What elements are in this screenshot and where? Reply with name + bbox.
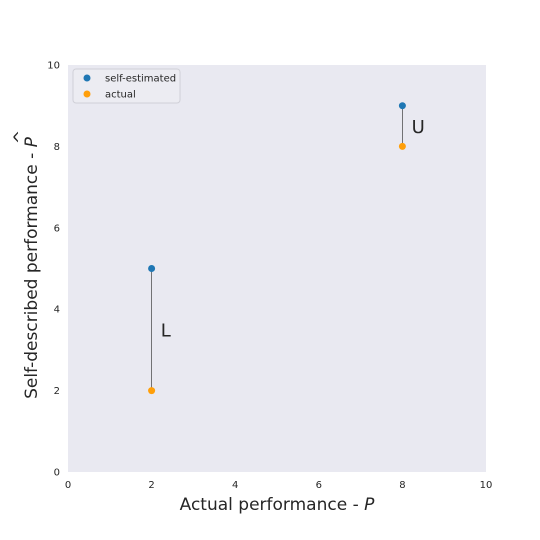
x-tick-labels: 0 2 4 6 8 10 <box>65 480 493 491</box>
x-tick-label: 2 <box>148 480 154 491</box>
y-axis-title: Self-described performance - P ^ <box>11 130 42 399</box>
x-tick-label: 4 <box>232 480 238 491</box>
point-self-estimated <box>148 265 156 272</box>
x-tick-label: 6 <box>316 480 322 491</box>
plot-area <box>68 65 486 472</box>
y-tick-label: 6 <box>54 223 60 234</box>
legend-marker <box>83 90 91 98</box>
annotation-label: L <box>161 321 171 342</box>
y-tick-label: 0 <box>54 468 60 479</box>
legend-label: self-estimated <box>105 74 176 85</box>
y-tick-labels: 0 2 4 6 8 10 <box>47 61 60 479</box>
annotation-label: U <box>412 117 425 138</box>
point-actual <box>398 142 406 150</box>
annotations: LU <box>161 117 425 341</box>
x-axis-title: Actual performance - P <box>180 495 375 515</box>
x-tick-label: 10 <box>480 480 493 491</box>
connector-lines <box>151 105 403 391</box>
y-tick-label: 2 <box>54 386 60 397</box>
legend-label: actual <box>105 90 136 101</box>
x-tick-label: 8 <box>399 480 405 491</box>
data-points <box>148 102 406 395</box>
legend-box <box>72 68 181 104</box>
y-tick-label: 8 <box>54 142 60 153</box>
point-self-estimated <box>398 102 406 110</box>
y-axis-title-accent: ^ <box>11 130 31 144</box>
y-tick-label: 10 <box>47 61 60 72</box>
y-tick-label: 4 <box>54 305 60 316</box>
legend: self-estimated actual <box>72 68 181 104</box>
svg-text:Self-described performance - P: Self-described performance - P <box>22 136 42 399</box>
x-tick-label: 0 <box>65 480 71 491</box>
point-actual <box>148 387 156 395</box>
legend-marker <box>83 74 91 82</box>
